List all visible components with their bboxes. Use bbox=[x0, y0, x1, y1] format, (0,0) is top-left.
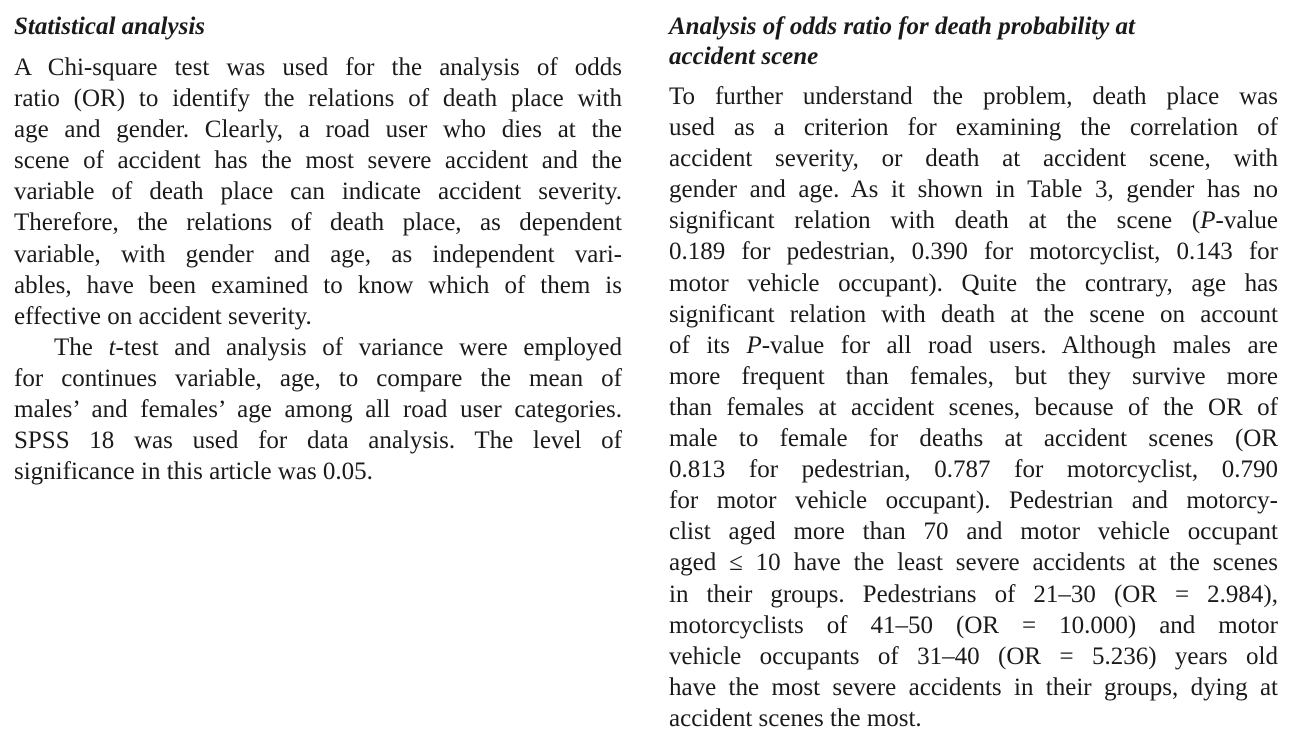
text-line: significant relation with death at the s… bbox=[669, 205, 1278, 236]
left-column: Statistical analysis A Chi-square test w… bbox=[14, 12, 622, 487]
text-line: significant relation with death at the s… bbox=[669, 300, 1278, 328]
text-line: have the most severe accidents in their … bbox=[669, 673, 1278, 701]
text-line: age and gender. Clearly, a road user who… bbox=[14, 116, 622, 144]
text-line: accident scenes the most. bbox=[669, 704, 922, 732]
section-heading-statistical-analysis: Statistical analysis bbox=[14, 13, 206, 40]
text-line: motorcyclists of 41–50 (OR = 10.000) and… bbox=[669, 611, 1278, 639]
text-line: males’ and females’ age among all road u… bbox=[14, 396, 622, 424]
text-line: ables, have been examined to know which … bbox=[14, 271, 622, 299]
text-line: of its P-value for all road users. Altho… bbox=[669, 330, 1278, 361]
text-line: in their groups. Pedestrians of 21–30 (O… bbox=[669, 580, 1278, 608]
heading-line: Analysis of odds ratio for death probabi… bbox=[669, 13, 1136, 40]
p-italic: P bbox=[746, 331, 762, 359]
text-line: male to female for deaths at accident sc… bbox=[669, 425, 1278, 453]
text-line: To further understand the problem, death… bbox=[669, 83, 1278, 110]
text-line: used as a criterion for examining the co… bbox=[669, 114, 1278, 142]
text-line: clist aged more than 70 and motor vehicl… bbox=[669, 518, 1278, 546]
text-fragment: The bbox=[54, 333, 109, 361]
text-fragment: -test and analysis of variance were empl… bbox=[115, 333, 622, 361]
text-line: A Chi-square test was used for the analy… bbox=[14, 54, 622, 81]
text-line: Therefore, the relations of death place,… bbox=[14, 209, 622, 237]
text-line: for continues variable, age, to compare … bbox=[14, 364, 622, 392]
text-line: motor vehicle occupant). Quite the contr… bbox=[669, 269, 1278, 297]
t-italic: t bbox=[108, 333, 116, 361]
text-fragment: -value for all road users. Although male… bbox=[761, 331, 1278, 359]
text-line: variable of death place can indicate acc… bbox=[14, 178, 622, 206]
text-line: for motor vehicle occupant). Pedestrian … bbox=[669, 487, 1278, 515]
paragraph-odds-ratio: To further understand the problem, death… bbox=[669, 81, 1278, 734]
text-line: more frequent than females, but they sur… bbox=[669, 362, 1278, 390]
text-fragment: -value bbox=[1215, 207, 1278, 235]
text-line: significance in this article was 0.05. bbox=[14, 458, 373, 486]
heading-line: accident scene bbox=[669, 43, 819, 70]
section-heading-odds-ratio: Analysis of odds ratio for death probabi… bbox=[669, 12, 1278, 72]
text-line: gender and age. As it shown in Table 3, … bbox=[669, 176, 1278, 204]
text-line: variable, with gender and age, as indepe… bbox=[14, 240, 622, 268]
p-italic: P bbox=[1200, 207, 1216, 235]
text-line: effective on accident severity. bbox=[14, 302, 312, 330]
text-line: than females at accident scenes, because… bbox=[669, 393, 1278, 421]
text-line: scene of accident has the most severe ac… bbox=[14, 147, 622, 175]
text-line: accident severity, or death at accident … bbox=[669, 145, 1278, 173]
text-fragment: significant relation with death at the s… bbox=[669, 207, 1201, 235]
text-line: SPSS 18 was used for data analysis. The … bbox=[14, 427, 622, 455]
text-line: aged ≤ 10 have the least severe accident… bbox=[669, 549, 1278, 577]
text-line: 0.189 for pedestrian, 0.390 for motorcyc… bbox=[669, 238, 1278, 266]
text-line: vehicle occupants of 31–40 (OR = 5.236) … bbox=[669, 642, 1278, 670]
paragraph-chi-square: A Chi-square test was used for the analy… bbox=[14, 52, 622, 332]
right-column: Analysis of odds ratio for death probabi… bbox=[669, 12, 1278, 734]
text-line: ratio (OR) to identify the relations of … bbox=[14, 85, 622, 113]
text-fragment: of its bbox=[669, 331, 747, 359]
text-line: 0.813 for pedestrian, 0.787 for motorcyc… bbox=[669, 456, 1278, 484]
text-line: The t-test and analysis of variance were… bbox=[14, 332, 622, 363]
paragraph-t-test: The t-test and analysis of variance were… bbox=[14, 332, 622, 487]
